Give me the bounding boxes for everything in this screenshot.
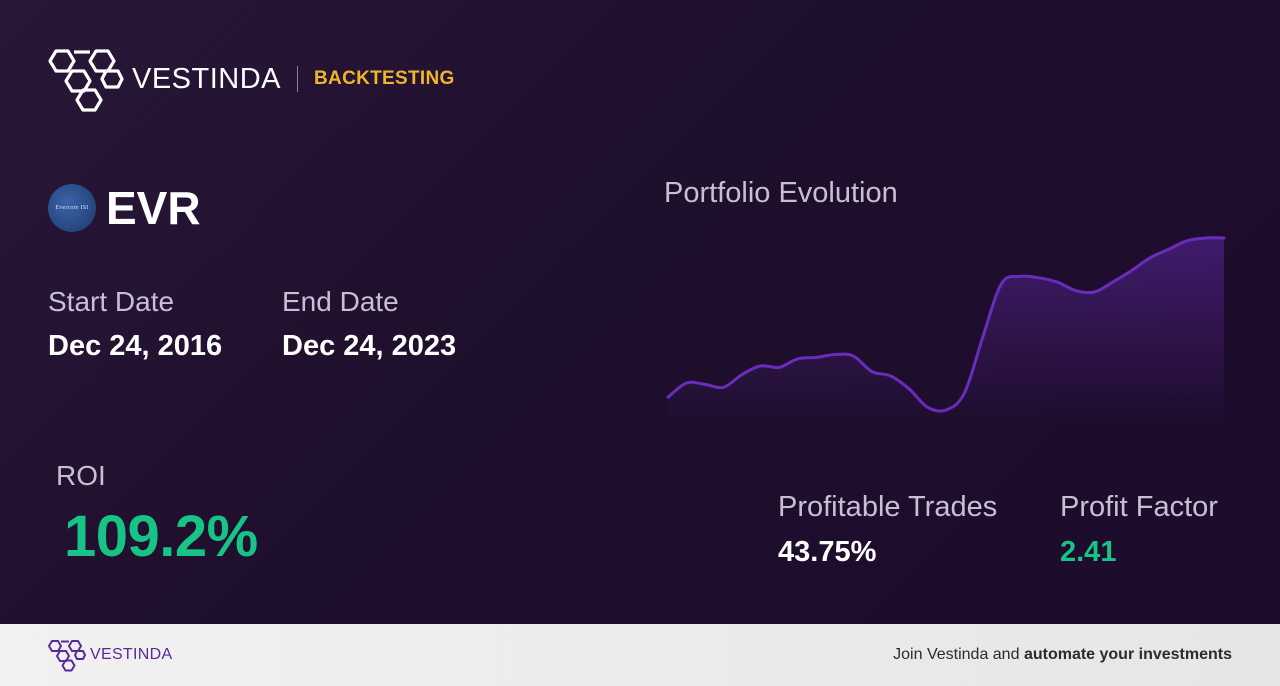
vestinda-logo-icon (48, 49, 124, 112)
footer-brand-name: VESTINDA (90, 646, 173, 663)
footer: VESTINDA Join Vestinda and automate your… (0, 624, 1280, 686)
header-divider (297, 66, 299, 92)
vestinda-logo-icon (48, 640, 86, 672)
end-date-value: Dec 24, 2023 (282, 330, 457, 362)
footer-brand[interactable]: VESTINDA (48, 638, 172, 672)
ticker-row: Evercore ISI EVR (48, 181, 201, 235)
footer-cta-bold: automate your investments (1023, 646, 1232, 663)
end-date-label: End Date (282, 286, 399, 317)
ticker-symbol: EVR (106, 182, 201, 234)
profit-factor-value: 2.41 (1060, 536, 1117, 568)
footer-cta-prefix: Join Vestinda and (893, 646, 1020, 663)
company-logo-text: Evercore ISI (55, 205, 89, 211)
profit-factor-label: Profit Factor (1060, 491, 1218, 523)
roi-label: ROI (56, 460, 106, 491)
start-date-block: Start Date Dec 24, 2016 (48, 286, 222, 363)
backtest-card: VESTINDA BACKTESTING Evercore ISI EVR St… (0, 0, 1280, 624)
portfolio-chart (666, 236, 1226, 426)
roi-value: 109.2% (64, 504, 258, 569)
profit-factor-metric: Profit Factor 2.41 (1060, 491, 1218, 569)
profitable-trades-metric: Profitable Trades 43.75% (778, 491, 997, 569)
section-tag: BACKTESTING (314, 68, 455, 89)
footer-cta[interactable]: Join Vestinda and automate your investme… (893, 646, 1232, 664)
chart-title: Portfolio Evolution (664, 177, 898, 209)
profitable-trades-value: 43.75% (778, 536, 877, 568)
chart-area (668, 237, 1224, 426)
start-date-label: Start Date (48, 286, 175, 317)
header: VESTINDA BACKTESTING (48, 46, 455, 112)
profitable-trades-label: Profitable Trades (778, 491, 998, 523)
start-date-value: Dec 24, 2016 (48, 330, 223, 362)
brand-name: VESTINDA (132, 62, 282, 95)
company-logo: Evercore ISI (48, 184, 96, 232)
chart-line-series (666, 236, 1226, 413)
end-date-block: End Date Dec 24, 2023 (282, 286, 456, 363)
